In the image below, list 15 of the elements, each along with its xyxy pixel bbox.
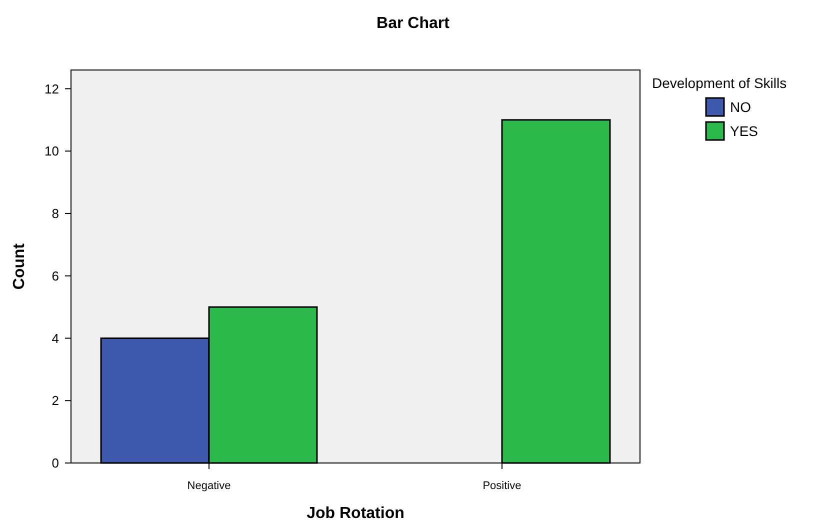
y-tick-label: 8 [52, 206, 59, 222]
chart-title: Bar Chart [376, 15, 450, 32]
y-axis-title: Count [11, 242, 28, 290]
y-tick-label: 12 [44, 81, 59, 96]
x-axis-title: Job Rotation [306, 505, 404, 520]
y-tick-label: 4 [52, 330, 59, 346]
legend-label: YES [730, 122, 758, 139]
x-tick-label: Positive [482, 480, 522, 492]
y-tick-label: 10 [44, 144, 59, 159]
y-tick-label: 2 [52, 393, 59, 408]
x-tick-label: Negative [187, 480, 231, 492]
legend-label: NO [730, 98, 752, 115]
y-tick-label: 6 [52, 268, 59, 284]
y-tick-label: 0 [52, 456, 59, 471]
legend-title: Development of Skills [652, 75, 787, 91]
